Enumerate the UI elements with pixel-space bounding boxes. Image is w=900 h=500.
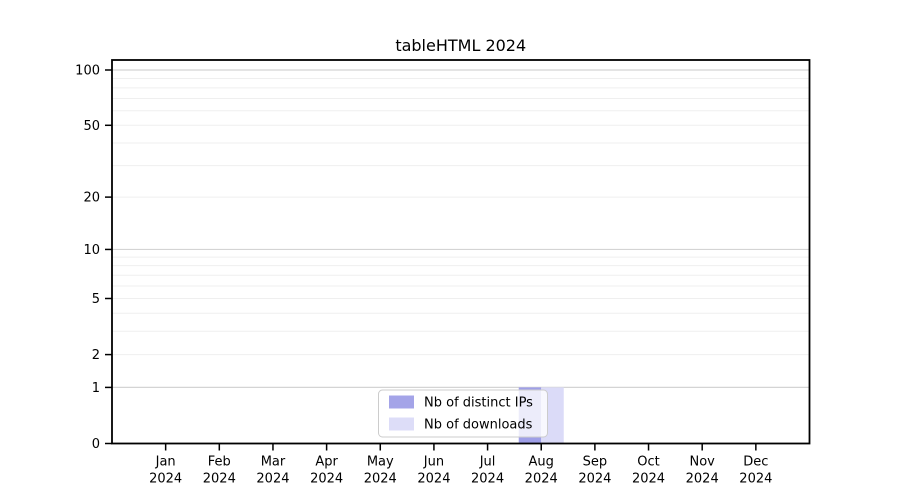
x-tick-label-year: 2024 bbox=[203, 472, 236, 487]
x-tick-label-month: Jan bbox=[155, 455, 176, 470]
x-tick-label-year: 2024 bbox=[578, 472, 611, 487]
x-tick-label-year: 2024 bbox=[632, 472, 665, 487]
x-tick-label-year: 2024 bbox=[256, 472, 289, 487]
plot-frame bbox=[111, 59, 811, 445]
x-tick-label-month: Apr bbox=[315, 455, 338, 470]
x-tick-label-month: Aug bbox=[529, 455, 554, 470]
x-tick-label-year: 2024 bbox=[364, 472, 397, 487]
y-tick-label: 100 bbox=[75, 64, 100, 79]
x-tick-label-month: Oct bbox=[637, 455, 659, 470]
x-tick-label-year: 2024 bbox=[471, 472, 504, 487]
x-tick-label-year: 2024 bbox=[525, 472, 558, 487]
y-tick-label: 2 bbox=[92, 348, 100, 363]
x-tick-label-year: 2024 bbox=[686, 472, 719, 487]
legend-label-nb-of-downloads: Nb of downloads bbox=[424, 418, 533, 433]
x-tick-label-year: 2024 bbox=[149, 472, 182, 487]
legend-swatch-nb-of-distinct-ips bbox=[389, 395, 414, 409]
x-tick-label-month: Feb bbox=[208, 455, 231, 470]
x-tick-label-month: Sep bbox=[583, 455, 608, 470]
legend bbox=[378, 389, 548, 438]
y-tick-label: 20 bbox=[83, 191, 100, 206]
x-tick-label-month: Jul bbox=[479, 455, 496, 470]
x-tick-label-year: 2024 bbox=[310, 472, 343, 487]
x-tick-label-month: May bbox=[367, 455, 394, 470]
y-tick-label: 50 bbox=[83, 119, 100, 134]
legend-swatch-nb-of-downloads bbox=[389, 417, 414, 431]
y-tick-label: 10 bbox=[83, 243, 100, 258]
x-tick-label-month: Dec bbox=[743, 455, 768, 470]
y-tick-label: 5 bbox=[92, 292, 100, 307]
y-tick-label: 1 bbox=[92, 381, 100, 396]
legend-label-nb-of-distinct-ips: Nb of distinct IPs bbox=[424, 396, 533, 411]
chart-title: tableHTML 2024 bbox=[395, 36, 526, 55]
x-tick-label-month: Jun bbox=[423, 455, 444, 470]
x-tick-label-month: Mar bbox=[261, 455, 286, 470]
y-tick-label: 0 bbox=[92, 437, 100, 452]
x-tick-label-year: 2024 bbox=[739, 472, 772, 487]
x-tick-label-month: Nov bbox=[690, 455, 716, 470]
x-tick-label-year: 2024 bbox=[417, 472, 450, 487]
